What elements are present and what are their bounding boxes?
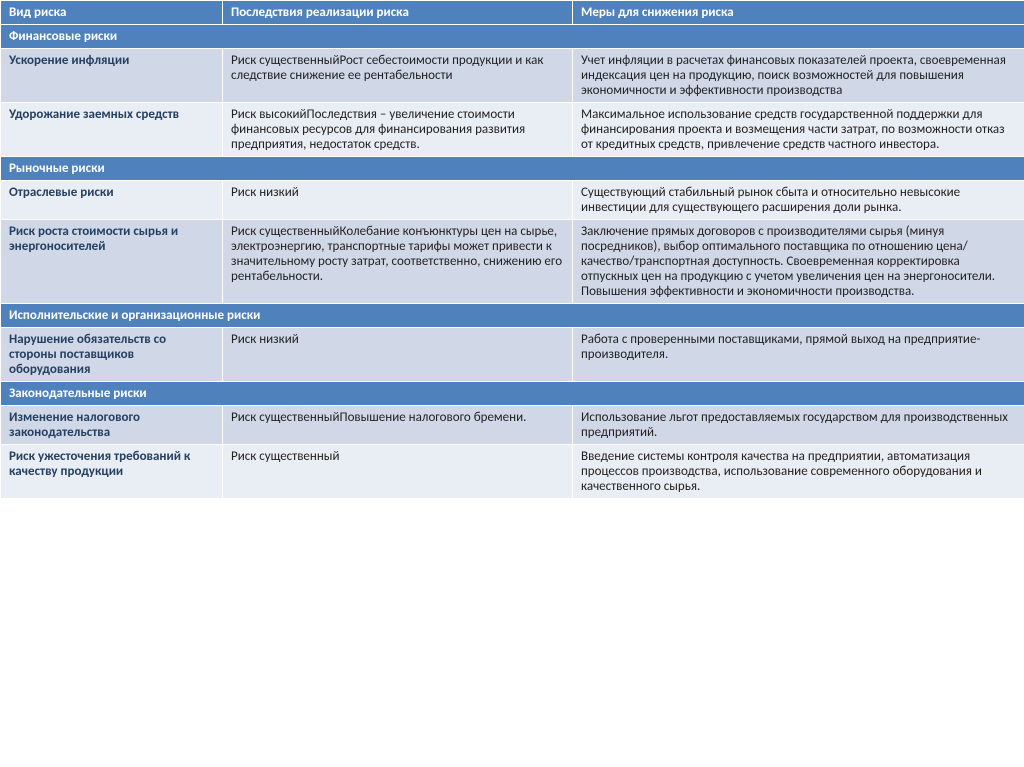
risk-name-cell: Отраслевые риски bbox=[1, 181, 223, 220]
measure-cell: Учет инфляции в расчетах финансовых пока… bbox=[573, 49, 1024, 103]
consequence-cell: Риск существенный bbox=[223, 445, 573, 499]
section-row: Законодательные риски bbox=[1, 382, 1024, 406]
consequence-cell: Риск высокийПоследствия – увеличение сто… bbox=[223, 103, 573, 157]
measure-cell: Введение системы контроля качества на пр… bbox=[573, 445, 1024, 499]
section-title: Рыночные риски bbox=[1, 157, 1024, 181]
risk-name-cell: Риск ужесточения требований к качеству п… bbox=[1, 445, 223, 499]
risk-name-cell: Удорожание заемных средств bbox=[1, 103, 223, 157]
section-title: Законодательные риски bbox=[1, 382, 1024, 406]
table-row: Изменение налогового законодательстваРис… bbox=[1, 406, 1024, 445]
measure-cell: Использование льгот предоставляемых госу… bbox=[573, 406, 1024, 445]
section-row: Финансовые риски bbox=[1, 25, 1024, 49]
consequence-cell: Риск существенныйПовышение налогового бр… bbox=[223, 406, 573, 445]
table-row: Риск роста стоимости сырья и энергоносит… bbox=[1, 220, 1024, 304]
table-row: Ускорение инфляцииРиск существенныйРост … bbox=[1, 49, 1024, 103]
measure-cell: Заключение прямых договоров с производит… bbox=[573, 220, 1024, 304]
measure-cell: Существующий стабильный рынок сбыта и от… bbox=[573, 181, 1024, 220]
section-title: Финансовые риски bbox=[1, 25, 1024, 49]
consequence-cell: Риск низкий bbox=[223, 328, 573, 382]
risk-table-body: Вид рискаПоследствия реализации рискаМер… bbox=[1, 1, 1024, 499]
risk-table: Вид рискаПоследствия реализации рискаМер… bbox=[0, 0, 1024, 499]
risk-name-cell: Риск роста стоимости сырья и энергоносит… bbox=[1, 220, 223, 304]
section-title: Исполнительские и организационные риски bbox=[1, 304, 1024, 328]
risk-name-cell: Ускорение инфляции bbox=[1, 49, 223, 103]
header-row: Вид рискаПоследствия реализации рискаМер… bbox=[1, 1, 1024, 25]
consequence-cell: Риск низкий bbox=[223, 181, 573, 220]
table-row: Удорожание заемных средствРиск высокийПо… bbox=[1, 103, 1024, 157]
table-row: Отраслевые рискиРиск низкийСуществующий … bbox=[1, 181, 1024, 220]
measure-cell: Работа с проверенными поставщиками, прям… bbox=[573, 328, 1024, 382]
table-row: Нарушение обязательств со стороны постав… bbox=[1, 328, 1024, 382]
risk-name-cell: Изменение налогового законодательства bbox=[1, 406, 223, 445]
column-header-1: Последствия реализации риска bbox=[223, 1, 573, 25]
column-header-0: Вид риска bbox=[1, 1, 223, 25]
table-row: Риск ужесточения требований к качеству п… bbox=[1, 445, 1024, 499]
section-row: Рыночные риски bbox=[1, 157, 1024, 181]
measure-cell: Максимальное использование средств госуд… bbox=[573, 103, 1024, 157]
column-header-2: Меры для снижения риска bbox=[573, 1, 1024, 25]
consequence-cell: Риск существенныйКолебание конъюнктуры ц… bbox=[223, 220, 573, 304]
consequence-cell: Риск существенныйРост себестоимости прод… bbox=[223, 49, 573, 103]
risk-name-cell: Нарушение обязательств со стороны постав… bbox=[1, 328, 223, 382]
section-row: Исполнительские и организационные риски bbox=[1, 304, 1024, 328]
